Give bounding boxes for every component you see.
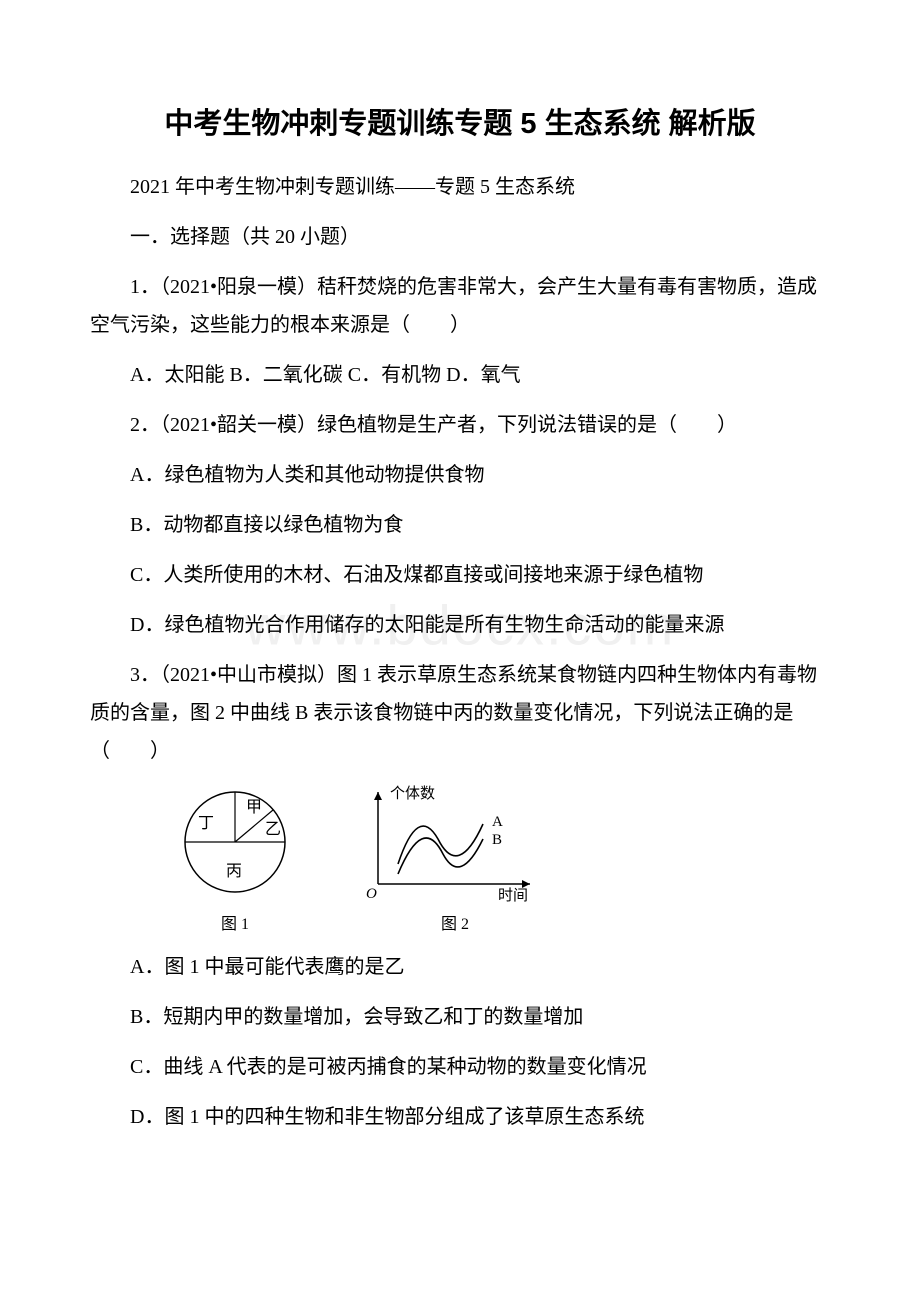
figure-caption: 图 2: [441, 910, 469, 934]
question-option: D．绿色植物光合作用储存的太阳能是所有生物生命活动的能量来源: [90, 606, 830, 644]
question-stem: 1．（2021•阳泉一模）秸秆焚烧的危害非常大，会产生大量有毒有害物质，造成空气…: [90, 268, 830, 344]
figure-1: 甲 乙 丙 丁 图 1: [170, 784, 300, 934]
subtitle: 2021 年中考生物冲刺专题训练——专题 5 生态系统: [90, 168, 830, 206]
document-content: 中考生物冲刺专题训练专题 5 生态系统 解析版 2021 年中考生物冲刺专题训练…: [90, 100, 830, 1136]
question-option: C．曲线 A 代表的是可被丙捕食的某种动物的数量变化情况: [90, 1048, 830, 1086]
pie-label: 乙: [265, 821, 281, 838]
y-axis-label: 个体数: [390, 785, 435, 802]
section-header: 一．选择题（共 20 小题）: [90, 218, 830, 256]
curve-label: B: [492, 832, 502, 848]
question-option: D．图 1 中的四种生物和非生物部分组成了该草原生态系统: [90, 1098, 830, 1136]
curve-a: [398, 824, 483, 864]
pie-label: 丁: [198, 815, 214, 832]
pie-chart-icon: 甲 乙 丙 丁: [170, 784, 300, 904]
question-stem: 3．（2021•中山市模拟）图 1 表示草原生态系统某食物链内四种生物体内有毒物…: [90, 656, 830, 770]
pie-label: 甲: [246, 799, 262, 816]
figures-row: 甲 乙 丙 丁 图 1 个体数 时间 O: [170, 784, 830, 934]
figure-2: 个体数 时间 O A B 图 2: [360, 784, 550, 934]
question-option: C．人类所使用的木材、石油及煤都直接或间接地来源于绿色植物: [90, 556, 830, 594]
origin-label: O: [366, 886, 377, 902]
question-stem: 2．（2021•韶关一模）绿色植物是生产者，下列说法错误的是（ ）: [90, 406, 830, 444]
pie-label: 丙: [226, 863, 242, 880]
figure-caption: 图 1: [221, 910, 249, 934]
question-option: A．绿色植物为人类和其他动物提供食物: [90, 456, 830, 494]
question-options-inline: A．太阳能 B．二氧化碳 C．有机物 D．氧气: [90, 356, 830, 394]
question-option: A．图 1 中最可能代表鹰的是乙: [90, 948, 830, 986]
x-axis-label: 时间: [498, 887, 528, 904]
question-option: B．动物都直接以绿色植物为食: [90, 506, 830, 544]
question-option: B．短期内甲的数量增加，会导致乙和丁的数量增加: [90, 998, 830, 1036]
page-title: 中考生物冲刺专题训练专题 5 生态系统 解析版: [90, 100, 830, 142]
curve-label: A: [492, 814, 503, 830]
line-chart-icon: 个体数 时间 O A B: [360, 784, 550, 904]
